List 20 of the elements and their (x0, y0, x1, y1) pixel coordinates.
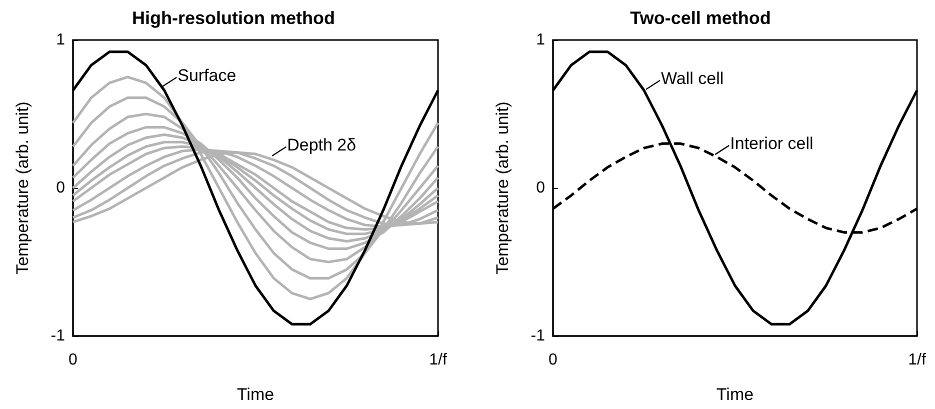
y-axis-title: Temperature (arb. unit) (493, 102, 512, 274)
y-tick-label: -1 (530, 328, 546, 344)
y-tick-label: 0 (536, 180, 546, 196)
annotation: Depth 2δ (287, 135, 356, 154)
x-tick-label: 1/f (429, 352, 448, 368)
y-tick-label: 0 (56, 180, 66, 196)
chart-title: High-resolution method (132, 8, 335, 28)
annotation: Wall cell (661, 68, 724, 88)
x-axis-title: Time (716, 385, 754, 404)
chart-title: Two-cell method (630, 8, 771, 28)
x-tick-label: 0 (68, 352, 78, 368)
annotation: Interior cell (730, 134, 814, 153)
annotation: Surface (178, 66, 236, 85)
y-tick-label: -1 (50, 328, 66, 344)
x-axis-title: Time (236, 385, 274, 404)
y-tick-label: 1 (536, 32, 546, 48)
y-tick-label: 1 (56, 32, 66, 48)
x-tick-label: 1/f (908, 352, 926, 368)
x-tick-label: 0 (548, 352, 558, 368)
y-axis-title: Temperature (arb. unit) (13, 102, 32, 274)
